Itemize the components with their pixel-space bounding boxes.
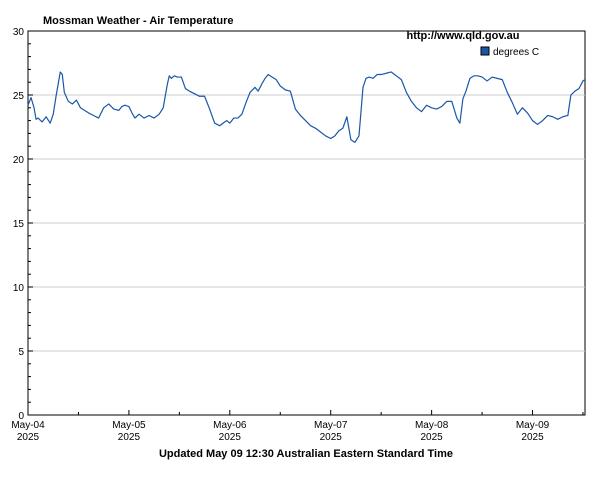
series-line bbox=[27, 71, 586, 143]
y-tick-label: 25 bbox=[13, 91, 25, 102]
y-tick-label: 15 bbox=[13, 219, 25, 230]
y-tick-label: 10 bbox=[13, 283, 25, 294]
x-tick-year: 2025 bbox=[320, 432, 343, 443]
y-tick-label: 20 bbox=[13, 155, 25, 166]
series-layer bbox=[27, 71, 586, 143]
grid-lines bbox=[28, 94, 585, 352]
x-tick-year: 2025 bbox=[118, 432, 141, 443]
chart-title: Mossman Weather - Air Temperature bbox=[43, 15, 234, 27]
x-tick-label: May-07 bbox=[314, 420, 348, 431]
y-tick-label: 0 bbox=[18, 411, 24, 422]
x-tick-label: May-04 bbox=[11, 420, 45, 431]
legend-swatch bbox=[480, 46, 490, 56]
x-tick-label: May-06 bbox=[213, 420, 247, 431]
legend: degrees C bbox=[480, 46, 539, 58]
y-axis: 0 5 10 15 20 25 30 bbox=[13, 27, 33, 422]
x-tick-year: 2025 bbox=[521, 432, 544, 443]
footer-updated: Updated May 09 12:30 Australian Eastern … bbox=[159, 448, 453, 460]
x-tick-label: May-09 bbox=[516, 420, 550, 431]
x-tick-label: May-08 bbox=[415, 420, 449, 431]
x-axis: May-042025May-052025May-062025May-072025… bbox=[11, 410, 584, 443]
x-tick-label: May-05 bbox=[112, 420, 146, 431]
legend-label: degrees C bbox=[493, 47, 539, 58]
x-tick-year: 2025 bbox=[17, 432, 40, 443]
x-tick-year: 2025 bbox=[420, 432, 443, 443]
source-url: http://www.qld.gov.au bbox=[406, 30, 519, 42]
y-tick-label: 5 bbox=[18, 347, 24, 358]
x-tick-year: 2025 bbox=[219, 432, 242, 443]
y-tick-label: 30 bbox=[13, 27, 25, 38]
